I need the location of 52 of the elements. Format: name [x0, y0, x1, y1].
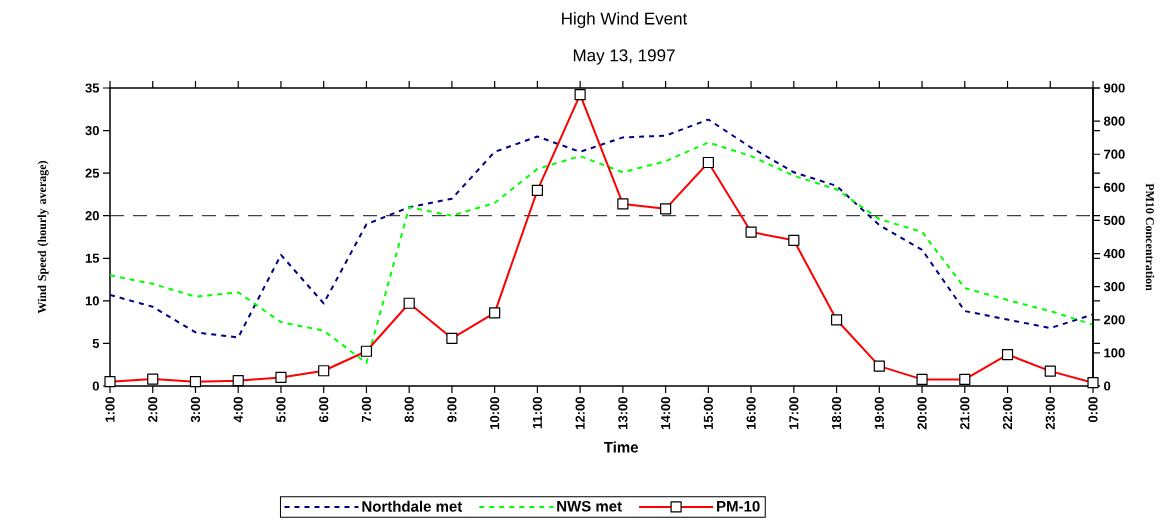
y2-tick-label: 0 [1104, 381, 1111, 391]
legend-label: NWS met [557, 500, 622, 512]
x-tick-label: 3:00 [190, 397, 201, 423]
y-axis-title: Wind Speed (hourly average) [37, 160, 49, 314]
legend-label: Northdale met [362, 500, 463, 512]
x-tick-label: 18:00 [831, 397, 842, 429]
y2-tick-label: 100 [1104, 348, 1125, 358]
x-tick-label: 12:00 [575, 397, 585, 429]
y2-tick-label: 200 [1104, 315, 1125, 325]
x-tick-label: 8:00 [404, 397, 414, 423]
x-tick-label: 13:00 [618, 397, 628, 429]
x-tick-label: 5:00 [276, 397, 286, 423]
y2-tick-label: 600 [1104, 182, 1125, 192]
x-tick-label: 7:00 [361, 397, 372, 422]
line-series [110, 118, 1094, 339]
x-tick-label: 17:00 [789, 397, 799, 429]
x-axis-title: Time [603, 441, 639, 453]
x-tick-label: 6:00 [319, 397, 329, 423]
y2-tick-label: 500 [1103, 215, 1125, 226]
x-tick-label: 15:00 [703, 397, 713, 429]
x-tick-label: 9:00 [447, 397, 457, 423]
x-tick-label: 22:00 [1002, 397, 1013, 430]
x-tick-label: 10:00 [490, 397, 500, 429]
y2-tick-label: 700 [1104, 149, 1125, 159]
y-tick-label: 0 [92, 381, 99, 391]
y-tick-label: 10 [85, 296, 99, 306]
y2-tick-label: 900 [1104, 83, 1125, 93]
y-tick-label: 15 [85, 253, 100, 263]
chart-title: High Wind Event [562, 12, 688, 28]
y2-tick-label: 300 [1103, 282, 1125, 292]
x-tick-label: 1:00 [105, 397, 115, 422]
chart-subtitle: May 13, 1997 [573, 49, 675, 65]
x-tick-label: 0:00 [1088, 397, 1098, 423]
x-tick-label: 20:00 [917, 397, 927, 430]
x-tick-label: 19:00 [874, 397, 884, 429]
y-tick-label: 30 [85, 125, 99, 136]
y-tick-label: 20 [85, 211, 99, 221]
x-tick-label: 11:00 [532, 397, 542, 429]
x-tick-label: 4:00 [233, 397, 243, 423]
x-tick-label: 16:00 [746, 397, 756, 429]
x-tick-label: 23:00 [1045, 397, 1055, 430]
x-tick-label: 21:00 [960, 397, 970, 430]
y-tick-label: 5 [92, 338, 100, 348]
line-series [110, 141, 1094, 365]
x-tick-label: 14:00 [661, 397, 671, 429]
y2-tick-label: 400 [1103, 248, 1125, 259]
legend-label: PM-10 [717, 500, 760, 512]
y-tick-label: 35 [85, 83, 100, 93]
y2-tick-label: 800 [1103, 116, 1125, 126]
y2-axis-title: PM10 Concentration [1145, 183, 1155, 291]
y-tick-label: 25 [85, 168, 100, 178]
x-tick-label: 2:00 [148, 397, 158, 423]
